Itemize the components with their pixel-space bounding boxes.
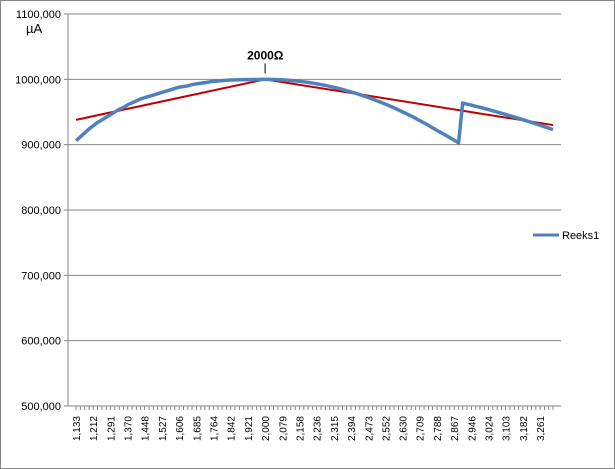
y-tick-label: 1100,000 — [16, 9, 61, 21]
x-tick-label: 2,315 — [330, 416, 341, 441]
x-tick-label: 2,394 — [347, 416, 358, 441]
x-tick-label: 1,527 — [158, 416, 169, 441]
x-tick-label: 2,788 — [433, 416, 444, 441]
y-axis: 500,000 600,000 700,000 800,000 900,000 1000,… — [15, 9, 69, 413]
x-tick-label: 1,842 — [227, 416, 238, 441]
y-tick-label: 1000,000 — [15, 74, 61, 86]
x-tick-label: 2,473 — [364, 416, 375, 441]
x-tick-label: 2,236 — [313, 416, 324, 441]
x-tick-label: 2,946 — [467, 416, 478, 441]
y-tick-label: 700,000 — [21, 270, 61, 282]
series-layer — [74, 77, 554, 145]
x-tick-label: 2,867 — [450, 416, 461, 441]
x-tick-label: 1,606 — [175, 416, 186, 441]
x-tick-label: 3,261 — [536, 416, 547, 441]
x-tick-label: 1,291 — [106, 416, 117, 441]
y-tick-label: 900,000 — [21, 140, 61, 152]
x-tick-label: 1,685 — [192, 416, 203, 441]
x-tick-label: 2,079 — [278, 416, 289, 441]
annotation-layer: 2000Ω — [247, 48, 284, 74]
y-tick-label: 600,000 — [21, 336, 61, 348]
x-tick-label: 3,182 — [519, 416, 530, 441]
x-tick-label: 2,630 — [399, 416, 410, 441]
reference-line — [75, 78, 554, 127]
series-line — [74, 77, 554, 145]
x-tick-label: 3,024 — [484, 416, 495, 441]
x-tick-label: 2,158 — [296, 416, 307, 441]
grid-layer — [68, 13, 561, 407]
y-tick-label: 800,000 — [21, 205, 61, 217]
x-tick-label: 1,133 — [72, 416, 83, 441]
x-axis: 1,133 1,212 1,291 1,370 1,448 1,527 1,606 1,685… — [68, 405, 561, 441]
annotation-label: 2000Ω — [247, 48, 284, 62]
y-axis-unit-label: µA — [26, 21, 42, 36]
x-tick-label: 1,448 — [141, 416, 152, 441]
x-tick-label: 1,764 — [210, 416, 221, 441]
x-tick-label: 3,103 — [502, 416, 513, 441]
x-tick-label: 1,921 — [244, 416, 255, 441]
x-tick-label: 1,212 — [89, 416, 100, 441]
x-tick-label: 2,000 — [261, 416, 272, 441]
x-tick-label: 2,552 — [381, 416, 392, 441]
reference-lines — [75, 78, 554, 127]
x-tick-label: 1,370 — [124, 416, 135, 441]
legend-label: Reeks1 — [562, 230, 599, 242]
y-tick-label: 500,000 — [21, 401, 61, 413]
x-tick-label: 2,709 — [416, 416, 427, 441]
legend: Reeks1 — [533, 230, 599, 242]
